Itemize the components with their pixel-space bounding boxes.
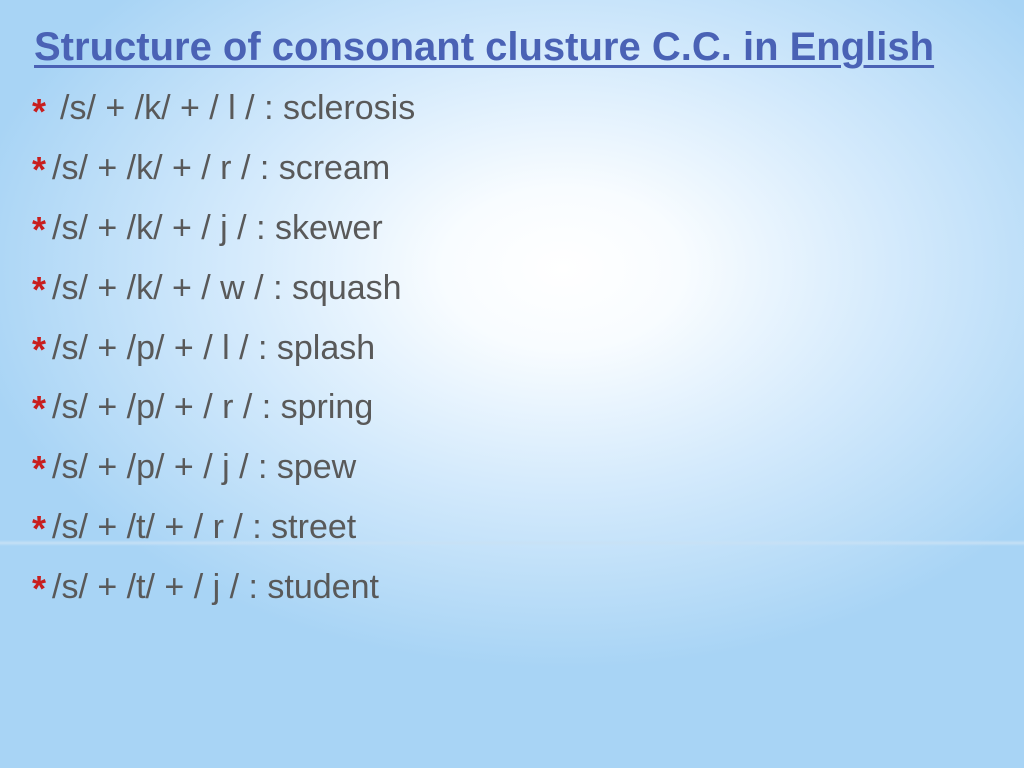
list-item: /s/ + /p/ + / r / : spring <box>34 385 990 431</box>
slide-content: Structure of consonant clusture C.C. in … <box>0 0 1024 611</box>
list-item: /s/ + /p/ + / l / : splash <box>34 326 990 372</box>
list-item: /s/ + /k/ + / l / : sclerosis <box>34 86 990 132</box>
list-item: /s/ + /k/ + / j / : skewer <box>34 206 990 252</box>
slide-title: Structure of consonant clusture C.C. in … <box>34 22 990 72</box>
list-item: /s/ + /t/ + / j / : student <box>34 565 990 611</box>
list-item: /s/ + /k/ + / w / : squash <box>34 266 990 312</box>
list-item: /s/ + /p/ + / j / : spew <box>34 445 990 491</box>
bullet-list: /s/ + /k/ + / l / : sclerosis /s/ + /k/ … <box>34 86 990 611</box>
list-item: /s/ + /t/ + / r / : street <box>34 505 990 551</box>
list-item: /s/ + /k/ + / r / : scream <box>34 146 990 192</box>
